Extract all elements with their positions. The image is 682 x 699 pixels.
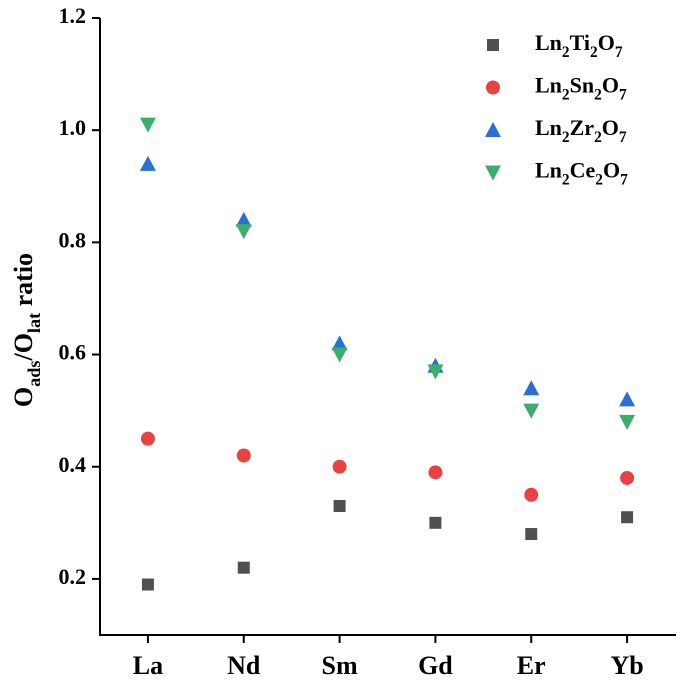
- legend-label: Ln2Ce2O7: [535, 158, 628, 189]
- legend-label: Ln2Ti2O7: [535, 30, 623, 61]
- data-point: [619, 391, 636, 407]
- data-point: [235, 211, 252, 227]
- data-point: [235, 224, 252, 240]
- data-point: [619, 414, 636, 430]
- data-point: [236, 448, 251, 463]
- x-tick-label: La: [133, 651, 163, 680]
- data-point: [331, 335, 348, 351]
- x-tick-label: Nd: [227, 651, 261, 680]
- data-point: [523, 403, 540, 419]
- legend-marker: [487, 39, 499, 51]
- legend-label: Ln2Sn2O7: [535, 73, 627, 104]
- data-point: [140, 431, 155, 446]
- x-tick-label: Yb: [610, 651, 643, 680]
- data-point: [429, 516, 442, 529]
- data-point: [621, 511, 634, 524]
- legend-marker: [485, 165, 501, 181]
- data-point: [428, 465, 443, 480]
- data-point: [332, 459, 347, 474]
- y-axis-label: Oads/Olat ratio: [9, 253, 44, 407]
- data-point: [524, 487, 539, 502]
- data-point: [139, 155, 156, 171]
- data-point: [523, 380, 540, 396]
- legend-marker: [485, 122, 501, 137]
- y-tick-label: 0.8: [59, 227, 87, 252]
- data-point: [139, 117, 156, 133]
- data-point: [333, 499, 346, 512]
- y-tick-label: 0.2: [59, 564, 87, 589]
- x-tick-label: Gd: [418, 651, 453, 680]
- data-point: [331, 347, 348, 363]
- y-tick-label: 1.0: [59, 115, 87, 140]
- y-tick-label: 1.2: [59, 3, 87, 28]
- x-tick-label: Sm: [322, 651, 358, 680]
- legend-label: Ln2Zr2O7: [535, 115, 627, 146]
- data-point: [141, 578, 154, 591]
- y-tick-label: 0.4: [59, 452, 87, 477]
- data-point: [525, 528, 538, 541]
- legend-marker: [486, 80, 500, 95]
- data-point: [237, 561, 250, 574]
- x-tick-label: Er: [517, 651, 546, 680]
- data-point: [620, 470, 635, 485]
- data-point: [427, 364, 444, 380]
- y-tick-label: 0.6: [59, 340, 87, 365]
